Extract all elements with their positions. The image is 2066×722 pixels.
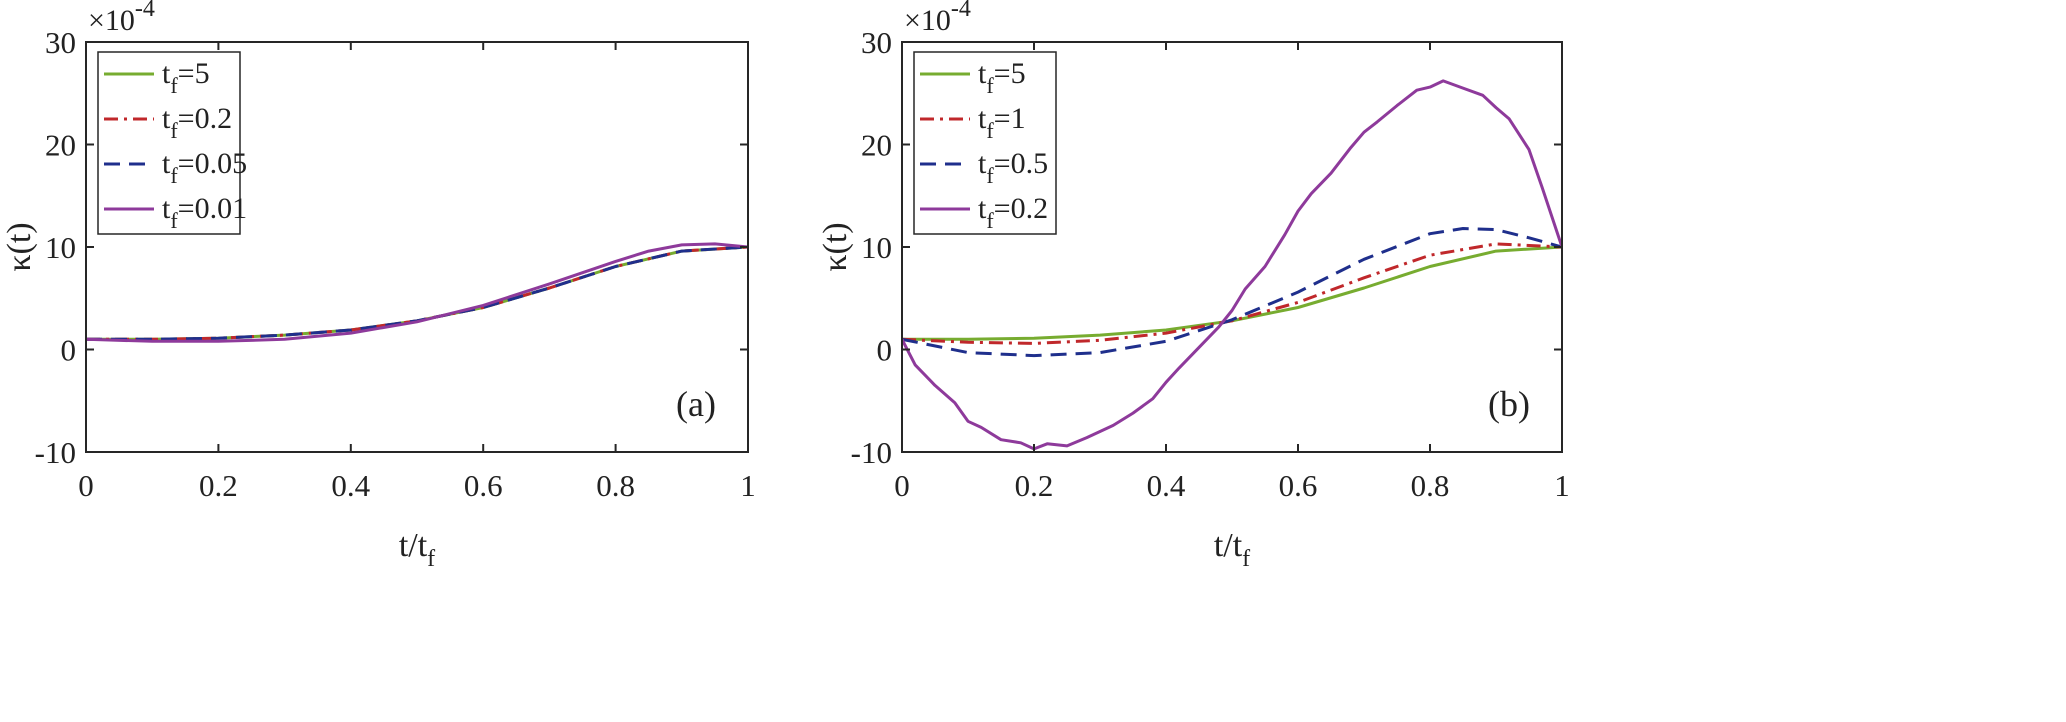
legend-box (97, 51, 241, 235)
x-tick-label: 0.4 (1147, 468, 1186, 503)
y-tick-label: 30 (861, 25, 892, 60)
y-axis-label: κ(t) (1, 222, 38, 271)
series-line-1 (902, 245, 1562, 341)
x-tick-label: 0.8 (596, 468, 635, 503)
y-multiplier: ×10-4 (88, 0, 155, 37)
x-tick-label: 0.2 (199, 468, 238, 503)
panel-label: (b) (1488, 384, 1530, 424)
y-tick-label: 20 (861, 128, 892, 163)
series-line-4 (86, 242, 748, 343)
series-line-3 (86, 245, 748, 341)
legend-label: tf=5 (978, 57, 1026, 98)
x-tick-label: 1 (1554, 468, 1570, 503)
series-lines (902, 79, 1562, 451)
x-tick-label: 0.6 (1279, 468, 1318, 503)
y-tick-label: 0 (877, 333, 893, 368)
legend-label: tf=0.01 (162, 192, 247, 233)
series-line-2 (86, 245, 748, 341)
legend-label: tf=0.2 (978, 192, 1048, 233)
x-tick-label: 0.2 (1015, 468, 1054, 503)
legend-label: tf=5 (162, 57, 210, 98)
y-tick-label: -10 (35, 435, 76, 470)
x-tick-label: 0 (78, 468, 94, 503)
series-line-1 (86, 245, 748, 341)
series-line-4 (902, 79, 1562, 451)
x-axis-label: t/tf (399, 527, 435, 572)
legend-box (913, 51, 1057, 235)
y-axis-label: κ(t) (817, 222, 854, 271)
x-tick-label: 0.6 (464, 468, 503, 503)
y-tick-label: 0 (61, 333, 77, 368)
x-tick-label: 0.4 (331, 468, 370, 503)
legend: tf=5tf=1tf=0.5tf=0.2 (913, 51, 1057, 235)
y-tick-label: 10 (45, 230, 76, 265)
series-line-3 (902, 227, 1562, 358)
panel-label: (a) (676, 384, 716, 424)
y-multiplier: ×10-4 (904, 0, 971, 37)
legend-label: tf=1 (978, 102, 1026, 143)
x-tick-label: 0.8 (1411, 468, 1450, 503)
x-tick-label: 0 (894, 468, 910, 503)
y-tick-label: 20 (45, 128, 76, 163)
y-tick-label: -10 (851, 435, 892, 470)
series-lines (86, 242, 748, 343)
legend-label: tf=0.5 (978, 147, 1048, 188)
panel-b: 0 0.2 0.4 0.6 0.8 1-100102030×10-4t/tfκ(t)(b)… (817, 0, 1570, 572)
legend-label: tf=0.2 (162, 102, 232, 143)
x-axis-label: t/tf (1214, 527, 1250, 572)
panel-a: 0 0.2 0.4 0.6 0.8 1-100102030×10-4t/tfκ(t)(a)… (1, 0, 756, 572)
legend-label: tf=0.05 (162, 147, 247, 188)
y-tick-label: 30 (45, 25, 76, 60)
x-tick-label: 1 (740, 468, 756, 503)
y-tick-label: 10 (861, 230, 892, 265)
